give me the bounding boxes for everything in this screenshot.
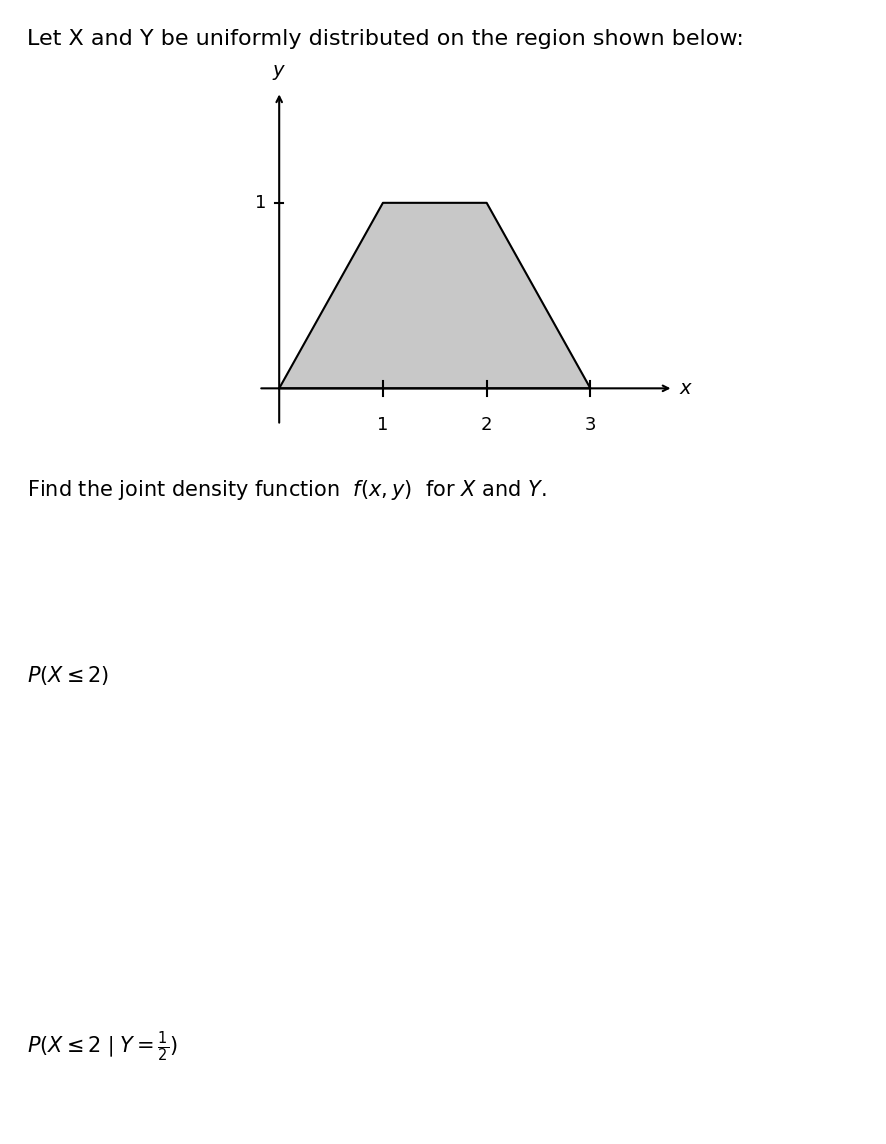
Polygon shape bbox=[279, 202, 590, 388]
Text: 3: 3 bbox=[585, 416, 596, 435]
Text: $P(X \leq 2)$: $P(X \leq 2)$ bbox=[27, 664, 109, 686]
Text: 2: 2 bbox=[481, 416, 493, 435]
Text: Find the joint density function  $f(x,y)$  for $X$ and $Y$.: Find the joint density function $f(x,y)$… bbox=[27, 478, 546, 502]
Text: 1: 1 bbox=[377, 416, 389, 435]
Text: 1: 1 bbox=[255, 193, 267, 212]
Text: $x$: $x$ bbox=[679, 379, 693, 398]
Text: $y$: $y$ bbox=[272, 63, 286, 82]
Text: $P(X \leq 2 \mid Y = \frac{1}{2})$: $P(X \leq 2 \mid Y = \frac{1}{2})$ bbox=[27, 1030, 178, 1064]
Text: Let X and Y be uniformly distributed on the region shown below:: Let X and Y be uniformly distributed on … bbox=[27, 29, 743, 48]
